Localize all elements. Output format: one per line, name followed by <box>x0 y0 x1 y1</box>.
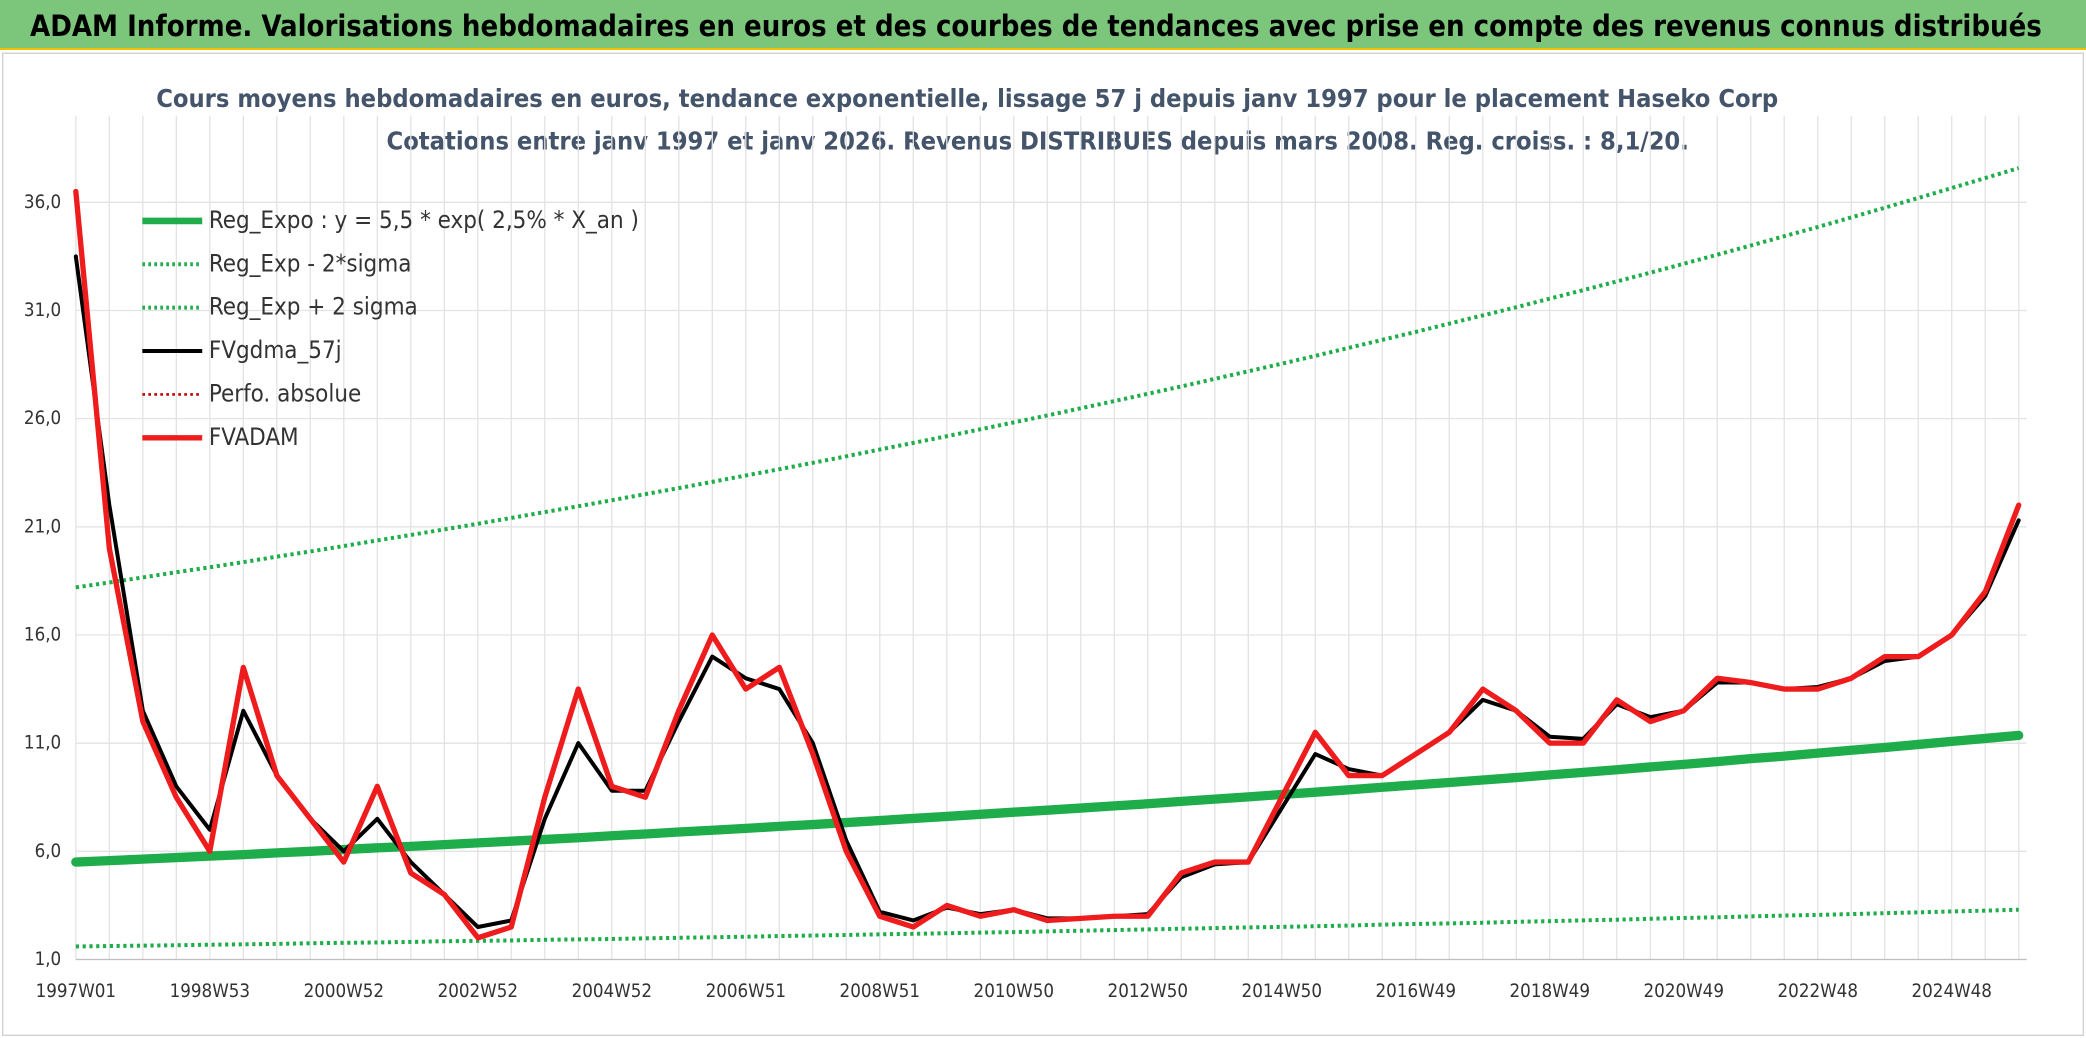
legend-label: FVgdma_57j <box>209 336 342 364</box>
legend-label: Perfo. absolue <box>209 379 361 407</box>
x-tick-label: 2020W49 <box>1644 981 1724 1002</box>
x-tick-label: 2004W52 <box>572 981 652 1002</box>
y-tick-label: 6,0 <box>35 841 62 862</box>
x-tick-label: 2012W50 <box>1108 981 1188 1002</box>
legend-label: FVADAM <box>209 423 299 451</box>
header: ADAM Informe. Valorisations hebdomadaire… <box>0 0 2086 50</box>
series-line <box>73 188 2022 941</box>
series-line <box>75 907 2019 949</box>
y-tick-label: 31,0 <box>24 300 61 321</box>
legend-label: Reg_Exp - 2*sigma <box>209 249 412 277</box>
x-tick-label: 2022W48 <box>1778 981 1858 1002</box>
y-tick-label: 16,0 <box>24 624 61 645</box>
y-tick-label: 1,0 <box>35 949 62 970</box>
x-tick-label: 2002W52 <box>438 981 518 1002</box>
series-line <box>75 166 2020 590</box>
chart-title: Cours moyens hebdomadaires en euros, ten… <box>156 84 1778 113</box>
y-tick-label: 21,0 <box>24 516 61 537</box>
header-title: ADAM Informe. Valorisations hebdomadaire… <box>30 9 2042 43</box>
x-tick-label: 2000W52 <box>304 981 384 1002</box>
x-tick-label: 1997W01 <box>36 981 116 1002</box>
y-tick-label: 26,0 <box>24 408 61 429</box>
x-tick-label: 2014W50 <box>1242 981 1322 1002</box>
x-tick-label: 2010W50 <box>974 981 1054 1002</box>
y-tick-label: 11,0 <box>24 733 61 754</box>
legend-label: Reg_Expo : y = 5,5 * exp( 2,5% * X_an ) <box>209 206 639 234</box>
x-tick-label: 2008W51 <box>840 981 920 1002</box>
x-tick-label: 1998W53 <box>170 981 250 1002</box>
x-tick-label: 2006W51 <box>706 981 786 1002</box>
chart-subtitle: Cotations entre janv 1997 et janv 2026. … <box>387 126 1689 155</box>
x-tick-label: 2018W49 <box>1510 981 1590 1002</box>
x-tick-label: 2024W48 <box>1912 981 1992 1002</box>
legend-label: Reg_Exp + 2 sigma <box>209 293 418 321</box>
chart-frame <box>1 52 2085 1037</box>
x-tick-label: 2016W49 <box>1376 981 1456 1002</box>
y-tick-label: 36,0 <box>24 192 61 213</box>
